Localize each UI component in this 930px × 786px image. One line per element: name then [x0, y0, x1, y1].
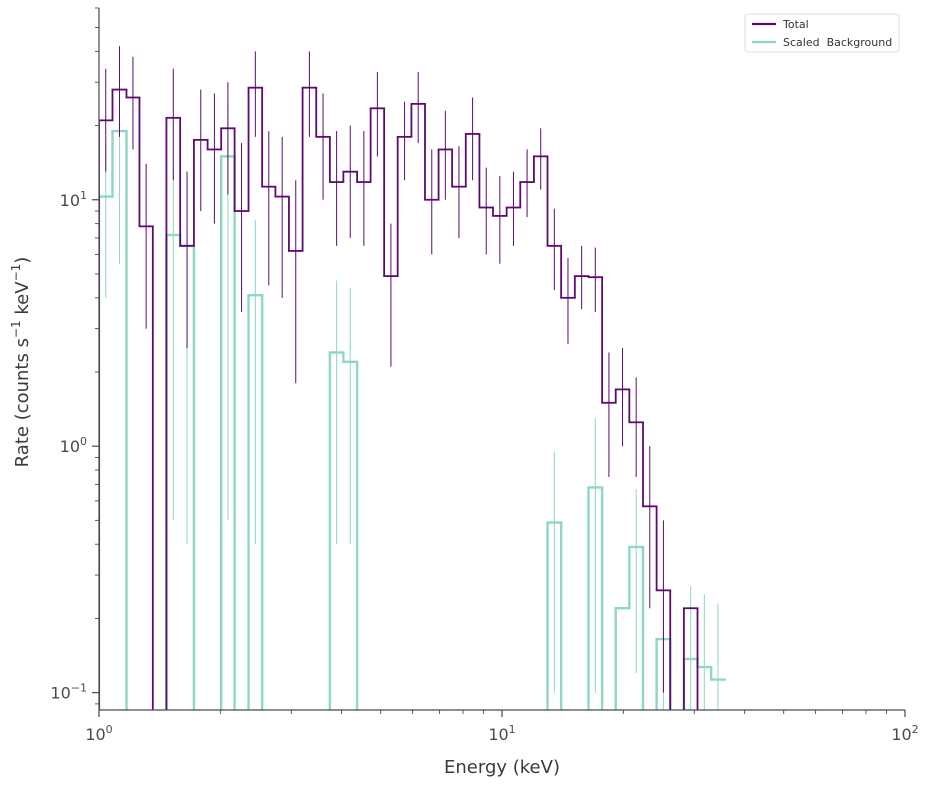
y-axis-label-part: keV [12, 281, 33, 321]
tick-base: 10 [891, 725, 911, 744]
plot-area [99, 46, 726, 710]
legend: Total Scaled Background [744, 13, 900, 53]
tick-base: 10 [50, 684, 70, 703]
tick-base: 10 [85, 725, 105, 744]
y-axis-label-part: Rate (counts s [12, 338, 33, 467]
legend-frame [744, 13, 900, 53]
series-total [99, 46, 699, 710]
x-tick-label: 101 [488, 723, 515, 744]
tick-base: 10 [60, 191, 80, 210]
x-tick-label: 102 [891, 723, 918, 744]
x-axis-label: Energy (keV) [444, 757, 560, 778]
legend-label-total: Total [782, 18, 809, 31]
tick-exponent: 2 [912, 723, 919, 736]
x-tick-label: 100 [85, 723, 112, 744]
tick-marks [92, 7, 906, 717]
tick-exponent: 0 [80, 435, 87, 448]
y-axis-label-exp: −1 [9, 320, 23, 338]
series-scaled-background [99, 78, 726, 710]
y-tick-label: 101 [60, 189, 87, 210]
tick-exponent: 1 [80, 189, 87, 202]
y-axis-label-part: ) [12, 257, 33, 264]
axes [98, 8, 905, 711]
tick-exponent: 1 [509, 723, 516, 736]
y-tick-label: 10−1 [50, 682, 87, 703]
legend-label-background: Scaled Background [783, 36, 892, 49]
tick-exponent: −1 [71, 682, 87, 695]
tick-exponent: 0 [106, 723, 113, 736]
tick-base: 10 [488, 725, 508, 744]
y-tick-label: 100 [60, 435, 87, 456]
y-axis-label-exp: −1 [9, 264, 23, 282]
tick-base: 10 [60, 437, 80, 456]
y-axis-label: Rate (counts s−1 keV−1) [9, 257, 33, 468]
